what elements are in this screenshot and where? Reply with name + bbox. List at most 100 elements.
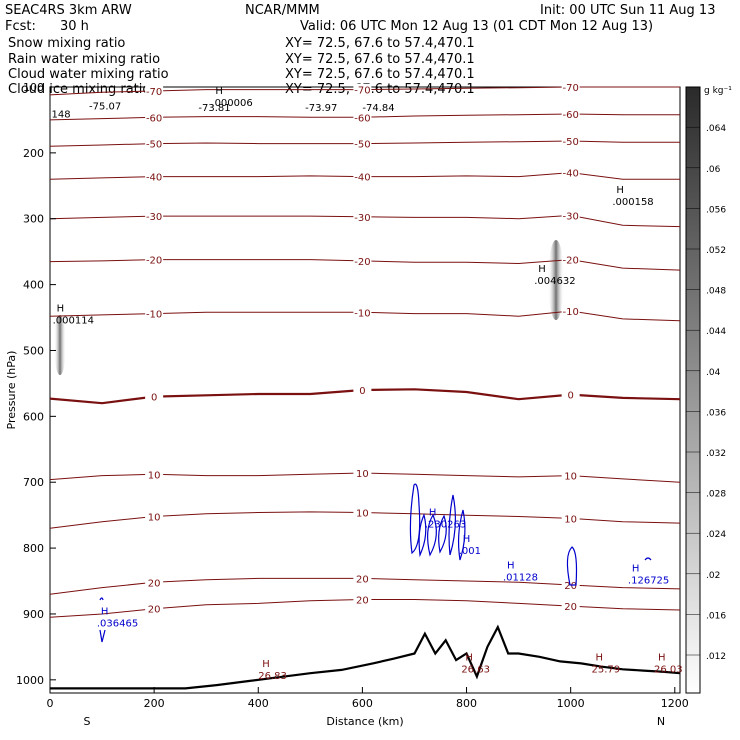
contour-label: -30 [562,211,578,222]
y-tick-label: 500 [23,344,44,357]
snow-max-h-marker: H [215,86,223,97]
contour-label: -10 [562,307,578,318]
contour-label-bg [561,108,580,120]
colorbar-unit: g kg⁻¹ [704,86,732,96]
contour-label: -20 [562,256,578,267]
field-xy-snow: XY= 72.5, 67.6 to 57.4,470.1 [285,36,475,51]
y-tick-label: 700 [23,476,44,489]
contour-label: -40 [354,173,370,184]
top-contour-label: -75.07 [89,101,121,112]
contour-label: -20 [146,256,162,267]
field-name-cloud-ice: Cloud ice mixing ratio [8,82,150,97]
snow-max-h-marker: H [57,304,65,315]
surface-max-h-marker: H [465,653,473,664]
colorbar-label: .06 [706,165,721,175]
contour-label: -70 [146,87,162,98]
snow-max-value: .000158 [612,197,653,208]
y-tick-label: 1000 [16,674,44,687]
surface-max-value: 26.63 [461,665,490,676]
contour-label-bg [561,253,580,265]
contour-label: 20 [148,578,161,589]
cloud-water-max-h-marker: H [429,508,437,519]
top-contour-label: -73.97 [305,103,337,114]
colorbar-label: .04 [706,368,721,378]
y-tick-label: 400 [23,279,44,292]
colorbar-label: .028 [706,490,726,500]
x-tick-label: 0 [47,697,54,710]
contour-label: 10 [356,469,369,480]
colorbar-label: .016 [706,611,726,621]
contour-label-bg [353,170,372,182]
forecast-label: Fcst: [5,19,36,34]
contour-label: -70 [354,86,370,97]
model-title: SEAC4RS 3km ARW [5,3,132,18]
contour-label-bg [145,576,164,588]
cloud-water-max-h-marker: H [507,560,515,571]
surface-max-h-marker: H [658,653,666,664]
cloud-water-max-value: .230263 [425,520,466,531]
max-labels: H.036465H.230263H.001H.01128H.126725H.00… [52,86,683,682]
x-tick-label: 1200 [661,697,689,710]
colorbar-label: .02 [706,571,720,581]
snow-max-h-marker: H [538,264,546,275]
cloud-water-max-h-marker: H [101,607,109,618]
colorbar [685,86,701,694]
surface-max-h-marker: H [262,659,270,670]
contour-label-bg [353,254,372,266]
contour-label-bg [561,209,580,221]
contour-label-bg [145,170,164,182]
endpoint-left-label: S [84,715,91,728]
contour-label-bg [353,506,372,518]
contour-label-bg [145,510,164,522]
colorbar-label: .056 [706,205,726,215]
contour-label: 0 [359,386,365,397]
cloud-water-max-h-marker: H [632,564,640,575]
contour-label-bg [353,210,372,222]
colorbar-label: .032 [706,449,726,459]
cloud-water-max-value: .01128 [503,572,538,583]
field-name-rain: Rain water mixing ratio [8,52,160,67]
surface-max-value: 25.79 [591,665,620,676]
contour-label-bg [353,572,372,584]
contour-label: 20 [148,605,161,616]
field-name-snow: Snow mixing ratio [8,36,125,51]
contour-label: -50 [146,140,162,151]
contour-label-bg [561,469,580,481]
contour-label-bg [561,81,580,92]
field-name-cloud-water: Cloud water mixing ratio [8,67,169,82]
contour-label: -60 [562,110,578,121]
y-axis-label: Pressure (hPa) [5,351,18,430]
org-label: NCAR/MMM [245,3,320,18]
contour-label: -40 [146,173,162,184]
contour-label-bg [561,388,580,400]
contour-label: -20 [354,257,370,268]
surface-max-h-marker: H [595,653,603,664]
contour-label-bg [145,390,164,402]
contour-label-bg [353,593,372,605]
cloud-water-max-value: .036465 [97,619,138,630]
contour-label: -30 [354,213,370,224]
contour-label: 20 [564,602,577,613]
contour-label: -10 [354,308,370,319]
top-contour-label: 148 [52,109,71,120]
top-contour-label: -74.84 [362,103,394,114]
colorbar-label: .064 [706,124,726,134]
contour-label: -60 [354,113,370,124]
y-tick-label: 100 [23,81,44,94]
snow-max-value: .000114 [53,316,94,327]
y-tick-label: 200 [23,147,44,160]
contour-label-bg [145,84,164,96]
cloud-water-max-value: .126725 [628,576,669,587]
contour-label: -40 [562,169,578,180]
snow-max-value: .000006 [211,98,252,109]
contour-label-bg [145,210,164,222]
colorbar-label: .048 [706,287,726,297]
x-tick-label: 200 [144,697,165,710]
forecast-value: 30 h [60,19,89,34]
colorbar-label: .052 [706,246,726,256]
contour-label: 0 [151,393,157,404]
x-tick-label: 600 [352,697,373,710]
cloud-water-max-value: .001 [459,546,481,557]
x-axis-label: Distance (km) [326,715,403,728]
